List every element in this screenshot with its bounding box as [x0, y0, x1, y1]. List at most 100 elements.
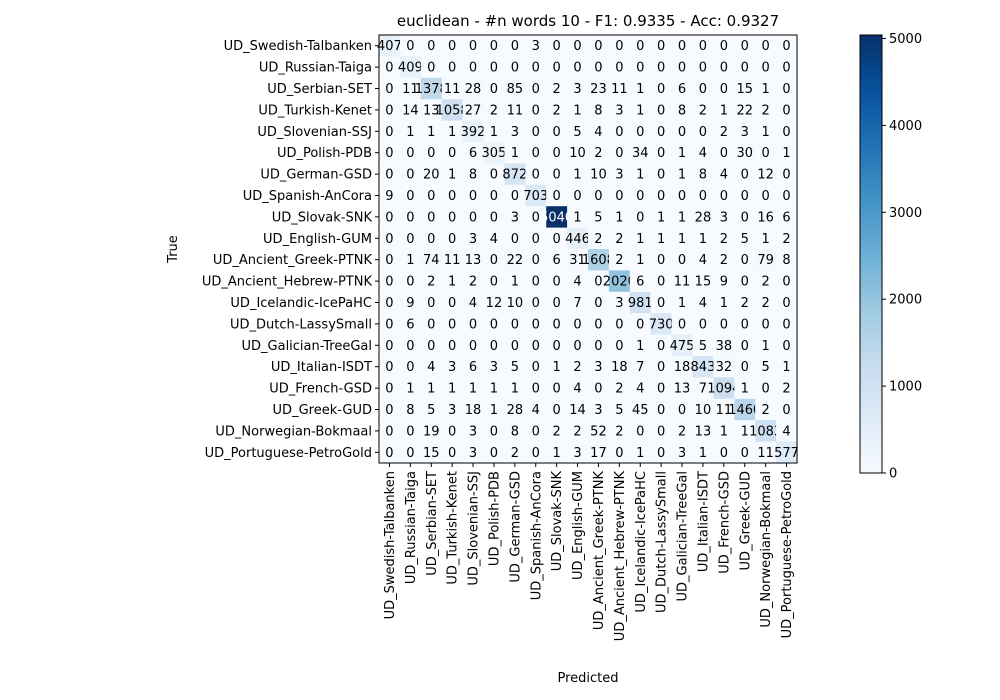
cell-value-label: 9 — [720, 275, 728, 290]
heatmap-cell — [483, 99, 505, 122]
heatmap-cell — [629, 120, 652, 143]
heatmap-cell — [650, 270, 673, 293]
heatmap-cell — [755, 270, 777, 293]
heatmap-cell — [588, 270, 610, 293]
heatmap-cell — [567, 334, 589, 357]
cell-value-label: 2020 — [603, 275, 636, 290]
heatmap-cell — [567, 398, 589, 421]
cell-value-label: 0 — [615, 446, 623, 461]
heatmap-cell — [608, 120, 631, 143]
heatmap-cell — [692, 99, 714, 122]
cell-value-label: 0 — [762, 382, 770, 397]
heatmap-cell — [546, 291, 568, 314]
heatmap-cell — [608, 398, 631, 421]
cell-value-label: 6 — [553, 253, 561, 268]
cell-value-label: 1 — [720, 103, 728, 118]
cell-value-label: 1 — [720, 424, 728, 439]
cell-value-label: 0 — [594, 382, 602, 397]
heatmap-cell — [608, 441, 631, 464]
heatmap-cell — [379, 77, 401, 100]
heatmap-cell — [629, 99, 652, 122]
cell-value-label: 1 — [636, 103, 644, 118]
cell-value-label: 5 — [699, 339, 707, 354]
heatmap-cell — [713, 142, 735, 164]
heatmap-cell — [399, 356, 422, 378]
heatmap-cell — [441, 291, 464, 314]
heatmap-cell — [379, 270, 401, 293]
cell-value-label: 3 — [615, 296, 623, 311]
heatmap-cell — [671, 377, 694, 400]
cell-value-label: 4 — [699, 146, 707, 161]
heatmap-cell — [713, 227, 735, 250]
cell-value-label: 5 — [573, 125, 581, 140]
cell-value-label: 32 — [716, 360, 733, 375]
cell-value-label: 5 — [741, 232, 749, 247]
cell-value-label: 0 — [573, 339, 581, 354]
heatmap-cell — [462, 35, 485, 57]
cell-value-label: 0 — [490, 253, 498, 268]
y-tick-label: UD_Italian-ISDT — [271, 360, 372, 375]
heatmap-cell — [399, 120, 422, 143]
y-tick-label: UD_Slovenian-SSJ — [257, 125, 372, 140]
cell-value-label: 1 — [678, 296, 686, 311]
heatmap-cell — [567, 270, 589, 293]
cell-value-label: 0 — [532, 360, 540, 375]
cell-value-label: 8 — [699, 168, 707, 183]
heatmap-cell — [504, 99, 526, 122]
heatmap-cell — [588, 398, 610, 421]
heatmap-cell — [755, 163, 777, 186]
cell-value-label: 0 — [720, 446, 728, 461]
heatmap-cell — [588, 334, 610, 357]
cell-value-label: 0 — [782, 39, 790, 54]
heatmap-cell — [441, 99, 464, 122]
heatmap-cell — [776, 420, 798, 443]
heatmap-cell — [546, 420, 568, 443]
cell-value-label: 8 — [782, 253, 790, 268]
heatmap-cell — [483, 313, 505, 336]
heatmap-cell — [776, 441, 798, 464]
heatmap-cell — [629, 313, 652, 336]
heatmap-cell — [483, 420, 505, 443]
x-tick-label: UD_Slovenian-SSJ — [467, 471, 482, 586]
heatmap-cell — [546, 77, 568, 100]
cell-value-label: 1 — [490, 382, 498, 397]
heatmap-cell — [567, 441, 589, 464]
heatmap-cell — [713, 77, 735, 100]
heatmap-cell — [462, 227, 485, 250]
y-tick-label: UD_Galician-TreeGal — [242, 339, 373, 354]
x-tick-label: UD_Norwegian-Bokmaal — [759, 471, 774, 628]
heatmap-cell — [588, 356, 610, 378]
cell-value-label: 0 — [636, 39, 644, 54]
cell-value-label: 0 — [406, 146, 414, 161]
heatmap-cell — [525, 313, 547, 336]
cell-value-label: 2 — [573, 360, 581, 375]
heatmap-cell — [608, 206, 631, 229]
cell-value-label: 7 — [636, 360, 644, 375]
heatmap-cell — [420, 77, 443, 100]
heatmap-cell — [734, 142, 756, 164]
heatmap-cell — [734, 77, 756, 100]
heatmap-cell — [692, 206, 714, 229]
heatmap-cell — [483, 163, 505, 186]
cell-value-label: 1 — [511, 275, 519, 290]
heatmap-cell — [441, 334, 464, 357]
heatmap-cell — [588, 227, 610, 250]
heatmap-cell — [504, 77, 526, 100]
heatmap-cell — [546, 227, 568, 250]
cell-value-label: 2 — [782, 382, 790, 397]
heatmap-cell — [504, 163, 526, 186]
cell-value-label: 0 — [448, 61, 456, 76]
cell-value-label: 1 — [657, 210, 665, 225]
heatmap-cell — [755, 184, 777, 207]
cell-value-label: 0 — [636, 210, 644, 225]
cell-value-label: 1 — [782, 146, 790, 161]
heatmap-cell — [650, 356, 673, 378]
cell-value-label: 0 — [678, 125, 686, 140]
heatmap-cell — [734, 249, 756, 271]
cell-value-label: 0 — [553, 403, 561, 418]
heatmap-cell — [713, 356, 735, 378]
cell-value-label: 305 — [482, 146, 507, 161]
heatmap-cell — [650, 249, 673, 271]
heatmap-cell — [692, 441, 714, 464]
heatmap-cell — [504, 270, 526, 293]
